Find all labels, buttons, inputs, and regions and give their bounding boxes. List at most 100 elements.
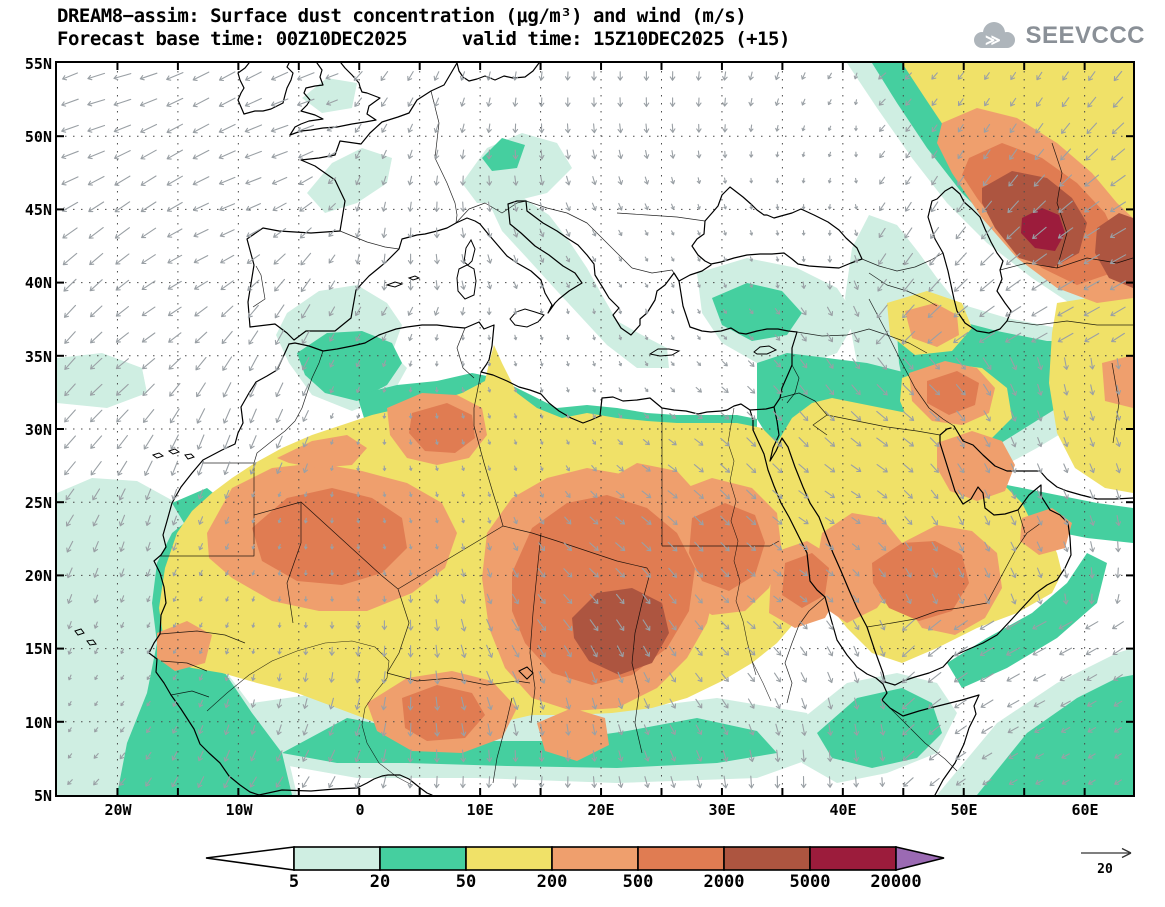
graticule-layer <box>57 63 1133 795</box>
island <box>753 345 778 355</box>
wind-arrows <box>61 70 1127 789</box>
lon-axis-label: 50E <box>950 801 978 819</box>
coastline <box>953 425 1134 500</box>
dust-region <box>1102 355 1133 408</box>
lat-axis-label: 40N <box>24 274 52 292</box>
lat-axis-label: 55N <box>24 55 52 73</box>
coastline <box>148 343 290 796</box>
colorbar-cell <box>809 846 897 871</box>
island <box>385 281 404 288</box>
lon-axis-label: 20W <box>104 801 132 819</box>
dust-region <box>905 303 959 347</box>
colorbar-label: 5 <box>288 872 300 892</box>
lat-axis-label: 15N <box>24 640 52 658</box>
chart-subtitle: Forecast base time: 00Z10DEC2025 valid t… <box>57 28 790 50</box>
dust-region <box>57 353 147 408</box>
dust-region <box>1020 508 1072 555</box>
coastline-layer <box>74 62 1134 796</box>
island <box>74 628 85 636</box>
country-border <box>386 672 531 784</box>
country-border <box>455 200 527 224</box>
dust-region <box>157 621 212 671</box>
logo-text: SEEVCCC <box>1025 22 1145 49</box>
country-border <box>631 267 680 282</box>
country-border <box>339 230 400 250</box>
river <box>206 640 413 786</box>
dust-region <box>489 197 669 368</box>
country-border <box>1006 320 1133 326</box>
country-border <box>868 272 938 307</box>
country-border <box>160 462 255 557</box>
dust-region <box>782 553 829 608</box>
island <box>407 275 421 281</box>
river <box>727 407 772 702</box>
logo-chevrons: ≫ <box>985 31 1001 49</box>
colorbar-cell <box>465 846 553 871</box>
dust-region <box>297 331 402 401</box>
coastline <box>258 774 433 796</box>
dust-region <box>712 283 802 341</box>
coastline <box>456 62 540 82</box>
coastline <box>289 62 381 136</box>
tick-layer <box>57 63 1133 795</box>
coastline <box>881 683 980 796</box>
dust-region <box>537 708 609 761</box>
dust-region <box>1049 295 1133 493</box>
colorbar-label: 5000 <box>789 872 831 892</box>
coastline <box>691 186 863 269</box>
dust-region <box>817 688 942 768</box>
island <box>456 264 477 300</box>
wind-reference <box>1078 845 1138 865</box>
coastline <box>769 406 886 683</box>
colorbar-label: 2000 <box>703 872 745 892</box>
country-border <box>430 90 458 224</box>
colorbar-label: 200 <box>536 872 568 892</box>
island <box>86 639 97 646</box>
lat-axis-label: 50N <box>24 128 52 146</box>
dust-region <box>572 588 669 675</box>
country-border <box>456 327 504 527</box>
dust-region <box>977 675 1133 795</box>
country-border <box>999 142 1134 271</box>
border-layer <box>159 90 1134 784</box>
colorbar-label: 50 <box>455 872 477 892</box>
country-border <box>786 364 800 404</box>
lat-axis-label: 30N <box>24 421 52 439</box>
country-border <box>160 660 210 698</box>
colorbar-label: 20 <box>369 872 391 892</box>
dust-region <box>872 541 969 621</box>
coastline <box>749 409 884 685</box>
country-border <box>300 501 504 674</box>
country-border <box>253 350 324 464</box>
colorbar-cell <box>551 846 639 871</box>
dust-field-layer <box>57 63 1133 795</box>
dust-region <box>277 435 367 468</box>
coastline <box>288 280 798 424</box>
lat-axis-label: 10N <box>24 714 52 732</box>
coastline <box>246 62 458 328</box>
colorbar-label: 20000 <box>870 872 922 892</box>
wind-reference-arrow-icon <box>1081 847 1132 859</box>
country-border <box>784 596 958 772</box>
country-border <box>861 252 944 272</box>
dust-region <box>302 78 357 113</box>
chart-title: DREAM8−assim: Surface dust concentration… <box>57 5 747 27</box>
colorbar-label: 500 <box>622 872 654 892</box>
cloud-icon: ≫ <box>974 22 1016 49</box>
colorbar-underflow-arrow <box>205 846 295 871</box>
lat-axis-label: 35N <box>24 348 52 366</box>
country-border <box>631 572 651 754</box>
colorbar-cell <box>293 846 381 871</box>
map-frame <box>55 61 1135 797</box>
lon-axis-label: 40E <box>829 801 857 819</box>
colorbar-scale <box>205 845 945 872</box>
lon-axis-label: 30E <box>708 801 736 819</box>
lat-axis-label: 5N <box>33 787 52 805</box>
dust-region <box>947 553 1107 688</box>
dust-region <box>409 403 475 453</box>
coastline <box>237 62 250 115</box>
lon-axis-label: 60E <box>1071 801 1099 819</box>
coastline <box>289 62 324 136</box>
dust-region <box>252 488 407 585</box>
